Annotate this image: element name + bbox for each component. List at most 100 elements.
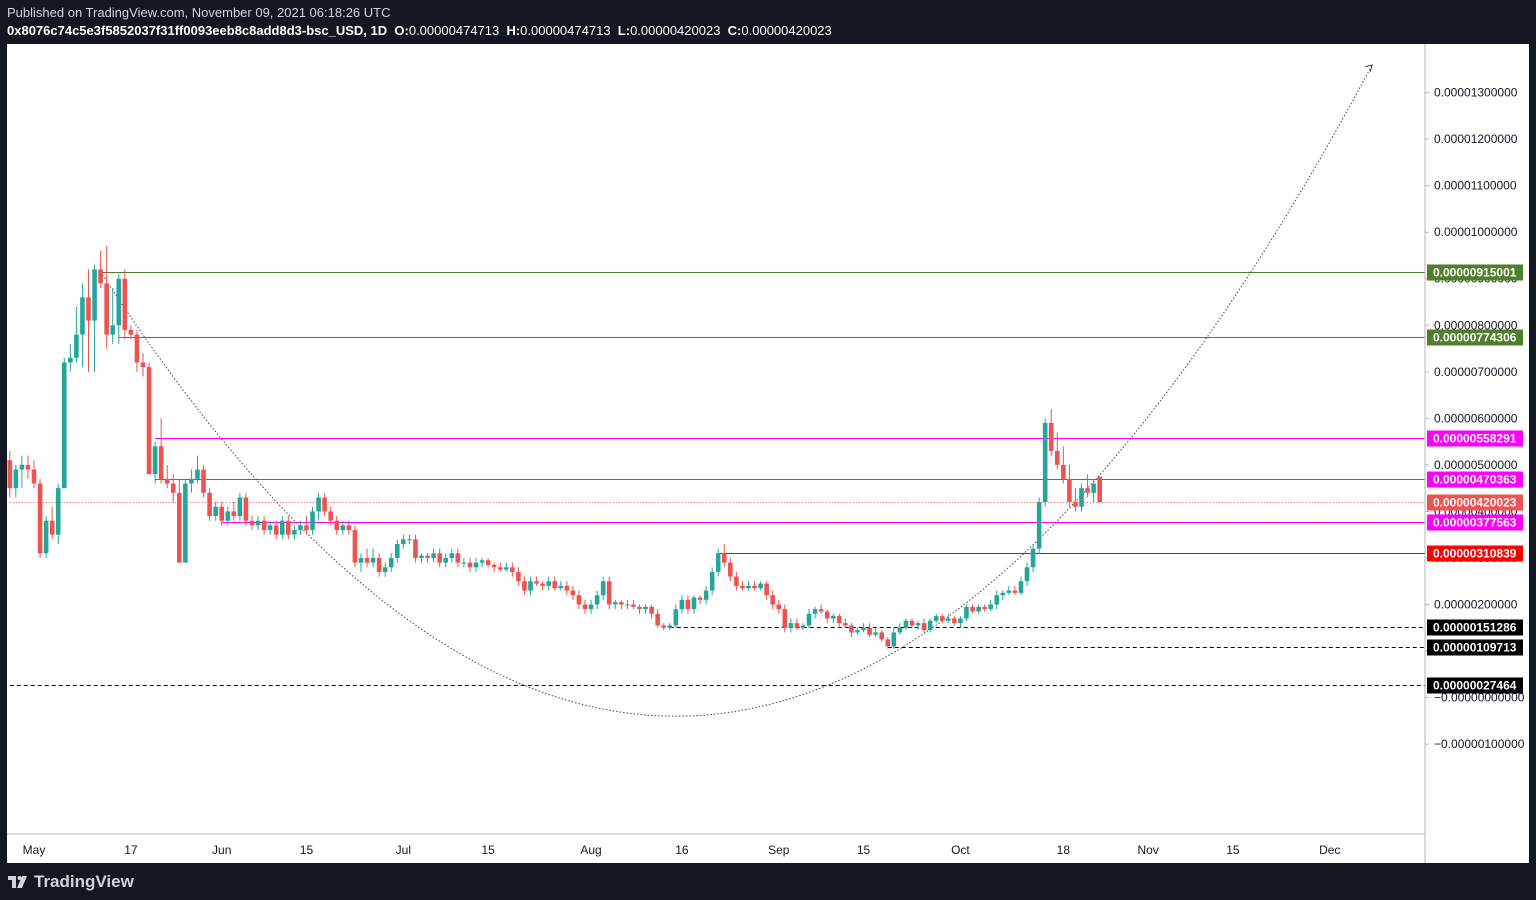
level-price-badge [1427, 677, 1523, 694]
y-tick-label: 0.00001000000 [1434, 225, 1518, 239]
level-price-label: 0.00000310839 [1433, 547, 1517, 561]
candle-body [473, 562, 479, 568]
candle-body [643, 606, 648, 610]
candle-body [298, 525, 303, 531]
level-price-badge [1427, 494, 1523, 511]
candle-body [715, 553, 721, 572]
y-tick-label: 0.00000200000 [1434, 598, 1518, 612]
high-label: H: [506, 23, 521, 38]
x-tick-label: Jun [212, 843, 231, 857]
candle-body [1000, 592, 1006, 596]
candle-body [976, 606, 981, 612]
candle-body [1085, 488, 1090, 493]
candle-body [364, 557, 370, 563]
candle-body [1061, 464, 1066, 479]
low-value: 0.00000420023 [630, 23, 721, 38]
candle-body [1036, 502, 1042, 549]
candle-body [861, 627, 866, 631]
candle-body [740, 585, 745, 589]
candle-body [709, 571, 715, 591]
candle-body [612, 602, 618, 605]
candle-body [1079, 488, 1084, 507]
candle-body [491, 564, 497, 568]
candle-body [631, 604, 636, 607]
candle-body [728, 562, 733, 577]
y-tick-label: −0.00000100000 [1434, 737, 1525, 751]
candle-body [437, 553, 442, 563]
candle-body [764, 583, 769, 596]
candle-body [237, 497, 243, 517]
candlestick-chart[interactable]: 0.00001300000 0.00001200000 0.00001100000 0… [7, 44, 1529, 863]
candle-body [1073, 502, 1078, 507]
candle-body [304, 525, 309, 531]
level-price-label: 0.00000027464 [1433, 679, 1517, 693]
y-tick-label: 0.00000600000 [1434, 411, 1518, 425]
x-tick-label: 18 [1057, 843, 1071, 857]
candle-body [1012, 590, 1018, 593]
candle-body [334, 520, 340, 531]
candle-body [837, 616, 842, 624]
candle-body [146, 367, 152, 475]
candle-body [425, 555, 430, 558]
candle-body [61, 362, 67, 489]
candle-body [516, 571, 521, 582]
footer-bar: TradingView [0, 863, 1536, 900]
candle-body [673, 609, 679, 626]
candle-body [86, 297, 91, 321]
chart-canvas[interactable]: 0.00001300000 0.00001200000 0.00001100000 0… [7, 44, 1529, 863]
published-info: Published on TradingView.com, November 0… [7, 5, 391, 20]
candle-body [812, 609, 818, 614]
candle-body [558, 585, 564, 589]
tradingview-logo[interactable]: TradingView [8, 872, 134, 892]
candle-body [68, 357, 73, 363]
candle-body [382, 567, 388, 572]
candle-body [570, 590, 576, 596]
candle-body [582, 604, 588, 610]
level-price-label: 0.00000377563 [1433, 516, 1517, 530]
candle-body [116, 278, 122, 326]
ohlc-readout: 0x8076c74c5e3f5852037f31ff0093eeb8c8add8… [7, 23, 832, 38]
x-tick-label: Oct [951, 843, 970, 857]
level-price-badge [1427, 471, 1523, 488]
candle-body [407, 539, 412, 541]
candle-body [152, 446, 158, 475]
candle-body [661, 625, 667, 628]
close-value: 0.00000420023 [741, 23, 832, 38]
candle-body [1018, 581, 1024, 593]
candle-body [546, 581, 551, 586]
candle-body [794, 623, 800, 628]
candle-body [164, 478, 170, 484]
candle-body [243, 497, 249, 521]
candle-body [994, 595, 1000, 605]
candle-body [455, 553, 461, 563]
candle-body [818, 609, 824, 612]
candle-body [189, 478, 194, 484]
candle-body [970, 606, 975, 612]
candle-body [98, 269, 103, 284]
candle-body [843, 623, 848, 626]
candle-body [104, 283, 109, 335]
candle-body [286, 520, 291, 535]
candle-body [939, 616, 945, 621]
candle-body [340, 525, 346, 531]
candle-body [534, 581, 539, 584]
candle-body [31, 469, 37, 484]
tradingview-logo-icon [8, 876, 27, 888]
candle-body [691, 597, 697, 610]
candle-body [376, 557, 382, 572]
level-price-badge [1427, 264, 1523, 281]
close-label: C: [727, 23, 742, 38]
candle-body [19, 464, 25, 470]
candle-body [697, 597, 703, 600]
candle-body [637, 606, 642, 610]
candle-body [933, 616, 939, 621]
level-price-label: 0.00000420023 [1433, 496, 1517, 510]
candle-body [479, 560, 485, 563]
candle-body [1054, 450, 1060, 465]
level-price-label: 0.00000774306 [1433, 331, 1517, 345]
candle-body [655, 613, 660, 626]
candle-body [37, 483, 43, 554]
candle-body [830, 616, 836, 619]
candle-body [952, 618, 957, 624]
candle-body [564, 585, 570, 591]
